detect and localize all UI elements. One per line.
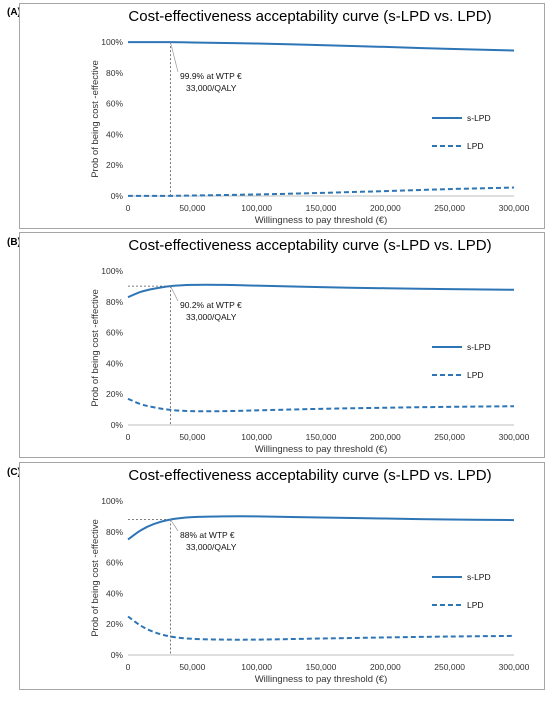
y-tick-label: 40% (106, 358, 123, 368)
legend-label: s-LPD (467, 342, 491, 352)
x-tick-label: 150,000 (306, 432, 337, 442)
y-tick-label: 100% (101, 496, 123, 506)
legend-label: LPD (467, 141, 484, 151)
panel-label-c: (C) (7, 467, 21, 478)
y-axis-label: Prob of being cost -effective (90, 519, 101, 637)
chart-panel-b (19, 232, 545, 458)
x-tick-label: 250,000 (434, 203, 465, 213)
annotation-leader (170, 519, 179, 532)
y-tick-label: 20% (106, 389, 123, 399)
annotation-leader (170, 285, 179, 302)
y-tick-label: 20% (106, 619, 123, 629)
y-tick-label: 0% (111, 650, 124, 660)
x-axis-label: Willingness to pay threshold (€) (255, 674, 388, 685)
x-tick-label: 50,000 (179, 662, 205, 672)
y-tick-label: 60% (106, 558, 123, 568)
y-tick-label: 60% (106, 328, 123, 338)
annotation-text: 33,000/QALY (186, 542, 237, 552)
y-tick-label: 20% (106, 160, 123, 170)
y-axis-label: Prob of being cost -effective (90, 289, 101, 407)
chart-title: Cost-effectiveness acceptability curve (… (128, 237, 491, 254)
x-tick-label: 300,000 (499, 432, 530, 442)
y-tick-label: 80% (106, 297, 123, 307)
y-tick-label: 100% (101, 266, 123, 276)
y-axis-label: Prob of being cost -effective (90, 60, 101, 178)
chart-title: Cost-effectiveness acceptability curve (… (128, 8, 491, 25)
series-line-s-lpd (127, 515, 515, 541)
series-line-lpd (127, 397, 515, 413)
x-tick-label: 300,000 (499, 662, 530, 672)
x-tick-label: 150,000 (306, 662, 337, 672)
x-tick-label: 100,000 (241, 662, 272, 672)
y-tick-label: 80% (106, 68, 123, 78)
legend-label: LPD (467, 370, 484, 380)
y-tick-label: 40% (106, 129, 123, 139)
chart-panel-a (19, 3, 545, 229)
series-line-s-lpd (127, 283, 515, 299)
series-line-lpd (127, 615, 515, 641)
x-tick-label: 0 (126, 203, 131, 213)
y-tick-label: 60% (106, 99, 123, 109)
x-tick-label: 100,000 (241, 432, 272, 442)
x-tick-label: 0 (126, 662, 131, 672)
x-tick-label: 250,000 (434, 432, 465, 442)
annotation-text: 88% at WTP € (180, 530, 235, 540)
x-tick-label: 200,000 (370, 662, 401, 672)
x-tick-label: 50,000 (179, 203, 205, 213)
y-tick-label: 40% (106, 588, 123, 598)
x-tick-label: 300,000 (499, 203, 530, 213)
panel-label-b: (B) (7, 237, 21, 248)
x-tick-label: 100,000 (241, 203, 272, 213)
annotation-leader (170, 42, 179, 73)
chart-title: Cost-effectiveness acceptability curve (… (128, 467, 491, 484)
x-axis-label: Willingness to pay threshold (€) (255, 215, 388, 226)
annotation-text: 33,000/QALY (186, 312, 237, 322)
legend-label: s-LPD (467, 113, 491, 123)
series-line-s-lpd (127, 41, 515, 52)
x-tick-label: 50,000 (179, 432, 205, 442)
x-tick-label: 200,000 (370, 203, 401, 213)
y-tick-label: 0% (111, 191, 124, 201)
x-tick-label: 250,000 (434, 662, 465, 672)
annotation-text: 33,000/QALY (186, 83, 237, 93)
series-line-lpd (127, 186, 515, 197)
panel-label-a: (A) (7, 7, 21, 18)
y-tick-label: 100% (101, 37, 123, 47)
legend-label: LPD (467, 600, 484, 610)
x-tick-label: 150,000 (306, 203, 337, 213)
x-tick-label: 0 (126, 432, 131, 442)
x-tick-label: 200,000 (370, 432, 401, 442)
annotation-text: 90.2% at WTP € (180, 300, 242, 310)
annotation-text: 99.9% at WTP € (180, 71, 242, 81)
x-axis-label: Willingness to pay threshold (€) (255, 444, 388, 455)
y-tick-label: 0% (111, 420, 124, 430)
legend-label: s-LPD (467, 572, 491, 582)
y-tick-label: 80% (106, 527, 123, 537)
